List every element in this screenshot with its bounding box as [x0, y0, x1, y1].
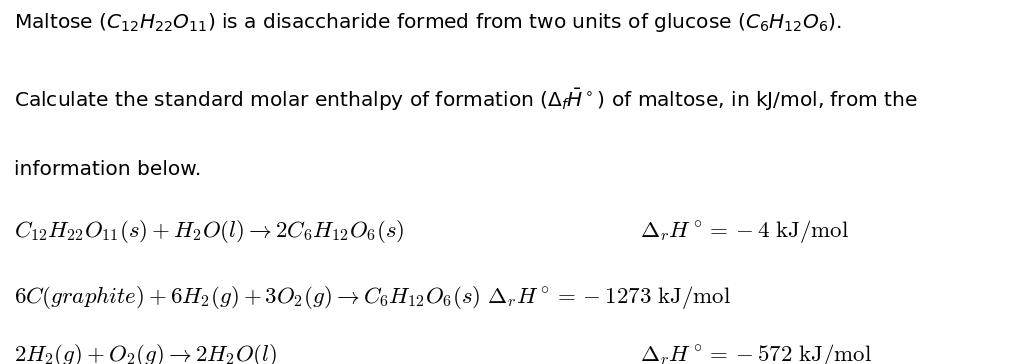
- Text: $\Delta_r H^\circ = -572\ \mathrm{kJ/mol}$: $\Delta_r H^\circ = -572\ \mathrm{kJ/mol…: [640, 342, 872, 364]
- Text: Calculate the standard molar enthalpy of formation ($\Delta_f\bar{H}^\circ$) of : Calculate the standard molar enthalpy of…: [14, 87, 918, 113]
- Text: $\Delta_r H^\circ = -4\ \mathrm{kJ/mol}$: $\Delta_r H^\circ = -4\ \mathrm{kJ/mol}$: [640, 218, 849, 245]
- Text: $6C(\mathit{graphite}) + 6H_2(g) + 3O_2(g) \rightarrow C_6H_{12}O_6(s)\ \Delta_r: $6C(\mathit{graphite}) + 6H_2(g) + 3O_2(…: [14, 284, 731, 311]
- Text: Maltose ($C_{12}H_{22}O_{11}$) is a disaccharide formed from two units of glucos: Maltose ($C_{12}H_{22}O_{11}$) is a disa…: [14, 11, 842, 34]
- Text: information below.: information below.: [14, 160, 202, 179]
- Text: $C_{12}H_{22}O_{11}(s) + H_2O(l) \rightarrow 2C_6H_{12}O_6(s)$: $C_{12}H_{22}O_{11}(s) + H_2O(l) \righta…: [14, 218, 404, 245]
- Text: $2H_2(g) + O_2(g) \rightarrow 2H_2O(l)$: $2H_2(g) + O_2(g) \rightarrow 2H_2O(l)$: [14, 342, 278, 364]
